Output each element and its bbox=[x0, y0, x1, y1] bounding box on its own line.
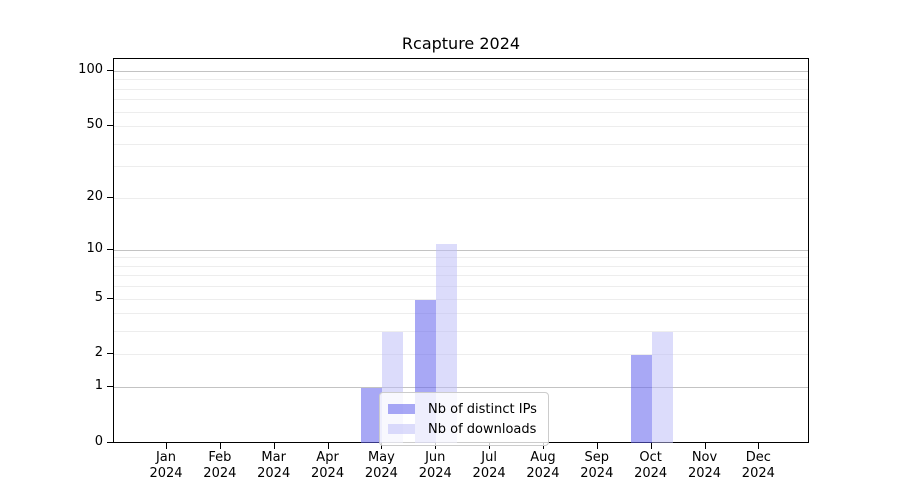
x-axis-tick bbox=[435, 443, 437, 449]
y-axis-tick bbox=[107, 386, 113, 388]
gridline-minor bbox=[114, 126, 808, 128]
y-axis-tick-label: 100 bbox=[78, 62, 103, 77]
y-axis-tick bbox=[107, 297, 113, 299]
gridline-minor bbox=[114, 313, 808, 315]
x-axis-tick bbox=[219, 443, 221, 449]
x-axis-tick-label: Dec 2024 bbox=[741, 450, 775, 481]
x-axis-tick-label: Nov 2024 bbox=[687, 450, 722, 481]
gridline-minor bbox=[114, 275, 808, 277]
y-axis-tick-label: 50 bbox=[86, 117, 103, 133]
x-axis-tick-label: Aug 2024 bbox=[526, 450, 560, 481]
x-axis-tick-label: Sep 2024 bbox=[580, 450, 614, 481]
gridline-minor bbox=[114, 265, 808, 267]
gridline-minor bbox=[114, 88, 808, 90]
gridline-minor bbox=[114, 286, 808, 288]
y-axis-tick bbox=[107, 125, 113, 127]
x-axis-tick bbox=[327, 443, 329, 449]
bar-distinct-ips-may bbox=[361, 388, 383, 443]
y-axis-tick-label: 10 bbox=[86, 240, 103, 256]
legend: Nb of distinct IPs Nb of downloads bbox=[379, 392, 549, 446]
legend-swatch-downloads bbox=[388, 424, 415, 434]
gridline-minor bbox=[114, 99, 808, 101]
gridline-minor bbox=[114, 298, 808, 300]
bar-downloads-oct bbox=[651, 332, 673, 443]
x-axis-tick bbox=[273, 443, 275, 449]
y-axis-tick-label: 1 bbox=[94, 378, 103, 394]
x-axis-tick-label: Jun 2024 bbox=[418, 450, 452, 481]
y-axis-tick bbox=[107, 70, 113, 71]
x-axis-tick-label: May 2024 bbox=[364, 450, 398, 481]
x-axis-tick bbox=[166, 443, 167, 449]
gridline-minor bbox=[114, 197, 808, 199]
chart-title: Rcapture 2024 bbox=[401, 34, 521, 53]
x-axis-tick bbox=[542, 443, 544, 449]
x-axis-tick-label: Mar 2024 bbox=[257, 450, 291, 481]
gridline-minor bbox=[114, 143, 808, 145]
gridline-minor bbox=[114, 166, 808, 168]
x-axis-tick bbox=[381, 443, 383, 449]
x-axis-tick-label: Feb 2024 bbox=[203, 450, 237, 481]
x-axis-tick-label: Jul 2024 bbox=[472, 450, 506, 481]
gridline-major bbox=[114, 71, 808, 72]
legend-item-distinct-ips: Nb of distinct IPs bbox=[388, 399, 537, 419]
bar-distinct-ips-oct bbox=[630, 355, 652, 443]
legend-item-downloads: Nb of downloads bbox=[388, 419, 537, 439]
gridline-minor bbox=[114, 111, 808, 113]
y-axis-tick bbox=[107, 353, 113, 355]
gridline-minor bbox=[114, 331, 808, 333]
x-axis-tick bbox=[758, 443, 760, 449]
y-axis-tick-label: 2 bbox=[94, 345, 103, 361]
x-axis-tick bbox=[650, 443, 652, 449]
y-axis-tick-label: 20 bbox=[86, 188, 103, 204]
gridline-major bbox=[114, 387, 808, 389]
y-axis-tick bbox=[107, 248, 113, 250]
gridline-minor bbox=[114, 79, 808, 81]
gridline-major bbox=[114, 249, 808, 251]
gridline-minor bbox=[114, 257, 808, 259]
x-axis-tick bbox=[489, 443, 491, 449]
y-axis-tick bbox=[107, 442, 113, 443]
x-axis-tick-label: Oct 2024 bbox=[634, 450, 668, 481]
legend-swatch-distinct-ips bbox=[388, 404, 415, 414]
x-axis-tick-label: Jan 2024 bbox=[149, 450, 183, 481]
legend-label-distinct-ips: Nb of distinct IPs bbox=[428, 401, 537, 417]
y-axis-tick bbox=[107, 196, 113, 198]
plot-area: Nb of distinct IPs Nb of downloads bbox=[113, 58, 809, 446]
x-axis-tick bbox=[596, 443, 598, 449]
x-axis-tick bbox=[704, 443, 706, 449]
y-axis-tick-label: 0 bbox=[94, 434, 103, 449]
x-axis-tick-label: Apr 2024 bbox=[311, 450, 345, 481]
legend-label-downloads: Nb of downloads bbox=[428, 421, 537, 437]
y-axis-tick-label: 5 bbox=[94, 289, 103, 305]
gridline-minor bbox=[114, 354, 808, 356]
